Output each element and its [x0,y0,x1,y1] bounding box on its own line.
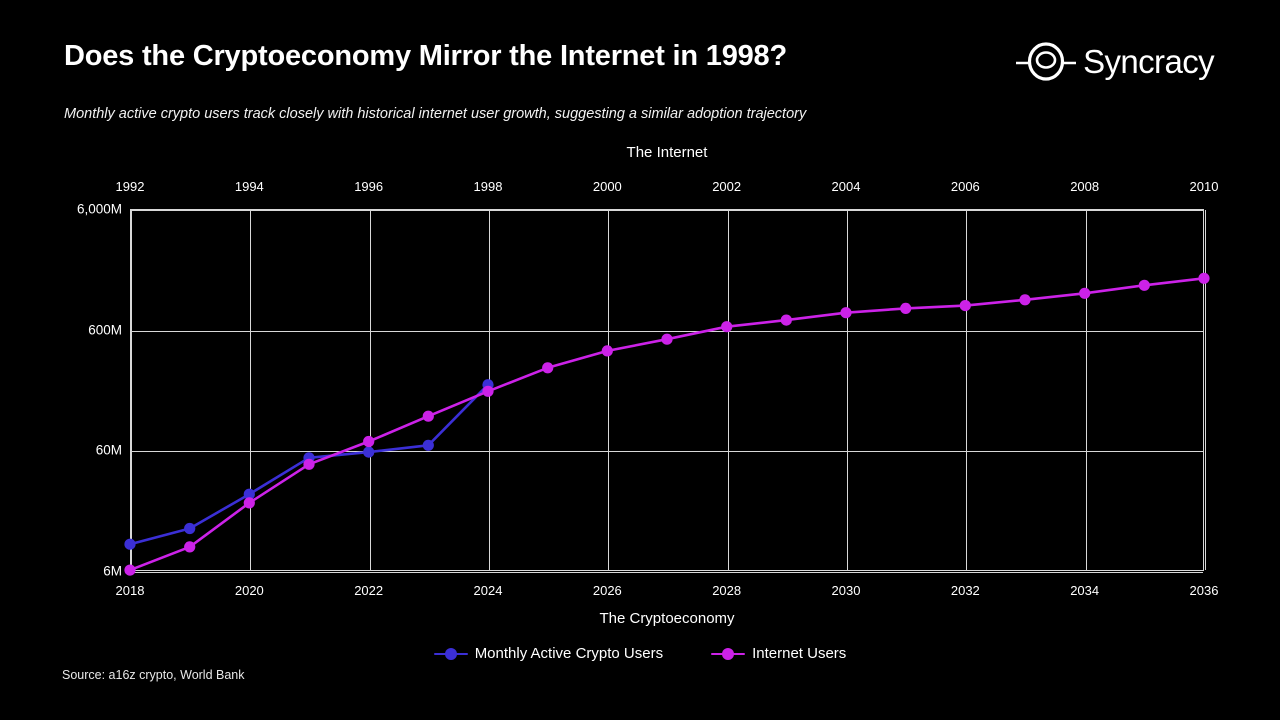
page-title: Does the Cryptoeconomy Mirror the Intern… [64,40,787,72]
top-axis-tick-label: 2010 [1189,179,1219,194]
legend-dot [722,647,735,660]
bottom-axis-tick-label: 2018 [115,583,145,598]
top-axis-tick-label: 2002 [712,179,742,194]
top-axis-tick-label: 1992 [115,179,145,194]
vertical-gridline [966,210,968,570]
source-note: Source: a16z crypto, World Bank [62,668,245,682]
top-axis-tick-label: 2000 [592,179,622,194]
legend-item-1[interactable]: Internet Users [711,645,846,662]
bottom-axis-tick-label: 2026 [592,583,622,598]
top-axis-tick-label: 1994 [234,179,264,194]
y-axis-tick-label: 6,000M [76,201,122,217]
vertical-gridline [131,210,132,570]
horizontal-gridline [131,330,1203,332]
y-axis-tick-label: 600M [88,322,122,338]
bottom-axis-tick-label: 2034 [1070,583,1100,598]
y-axis-tick-label: 6M [103,563,122,579]
top-axis-title: The Internet [626,144,708,161]
horizontal-gridline [131,451,1203,453]
legend-marker-icon [433,647,468,660]
vertical-gridline [847,210,848,570]
vertical-gridline [250,210,252,570]
bottom-axis-tick-label: 2036 [1189,583,1219,598]
legend-label: Monthly Active Crypto Users [474,645,664,662]
top-axis-tick-label: 1998 [473,179,503,194]
horizontal-gridline [131,210,1203,211]
vertical-gridline [727,210,729,570]
legend-item-0[interactable]: Monthly Active Crypto Users [433,645,664,662]
legend-dot [444,647,457,660]
vertical-gridline [489,210,490,570]
vertical-gridline [1085,210,1087,570]
vertical-gridline [608,210,610,570]
vertical-gridline [1205,210,1206,570]
eclipse-ring-icon [1016,42,1077,81]
bottom-axis-tick-label: 2028 [712,583,742,598]
top-axis-tick-label: 2006 [950,179,980,194]
bottom-axis-tick-label: 2032 [950,583,980,598]
bottom-axis-tick-label: 2030 [831,583,861,598]
top-axis-tick-label: 1996 [354,179,384,194]
bottom-axis-title: The Cryptoeconomy [599,610,735,627]
horizontal-gridline [131,572,1203,573]
y-axis-tick-label: 60M [95,442,122,458]
legend-marker-icon [711,647,746,660]
bottom-axis-tick-label: 2022 [354,583,384,598]
legend-label: Internet Users [752,645,847,662]
y-axis-ticks: 6M 60M 600M 6,000M [0,0,122,720]
vertical-gridline [369,210,371,570]
bottom-axis-tick-label: 2024 [473,583,503,598]
top-axis-tick-label: 2008 [1070,179,1100,194]
plot-area [130,209,1206,573]
syncracy-logo: Syncracy [1015,38,1215,84]
logo-wordmark: Syncracy [1083,42,1215,80]
bottom-axis-tick-label: 2020 [234,583,264,598]
chart-legend: Monthly Active Crypto Users Internet User… [0,645,1280,662]
top-axis-tick-label: 2004 [831,179,861,194]
page-subtitle: Monthly active crypto users track closel… [64,106,807,122]
